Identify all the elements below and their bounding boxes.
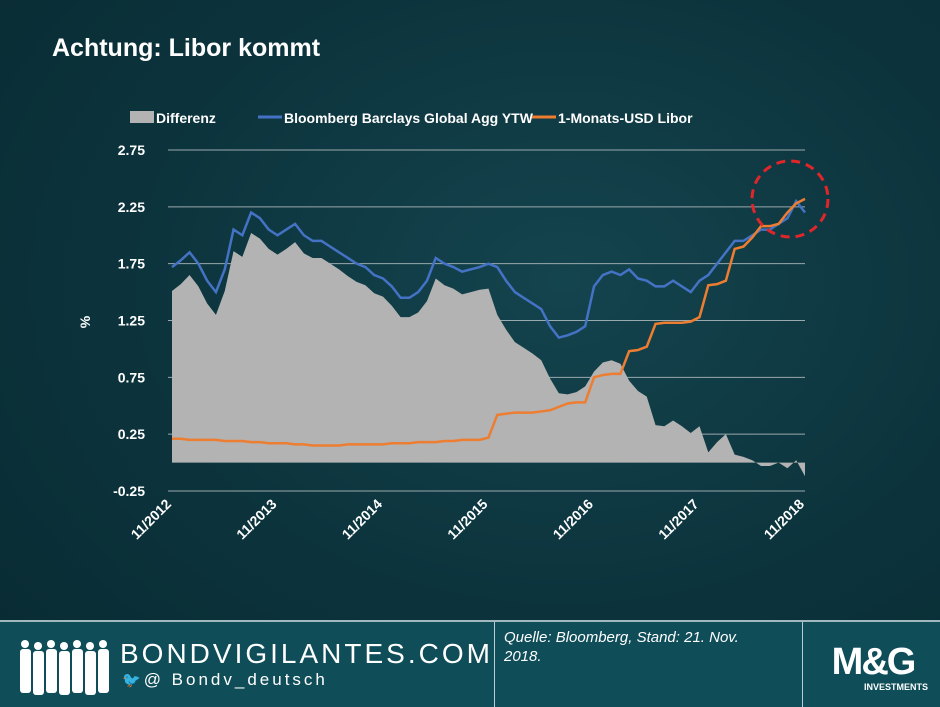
y-tick-label: 0.75 <box>118 369 145 385</box>
y-tick-label: 1.25 <box>118 313 145 329</box>
person-body <box>98 649 109 693</box>
x-tick-label: 11/2017 <box>655 496 702 543</box>
person-head <box>86 642 94 650</box>
x-tick-label: 11/2016 <box>550 496 597 543</box>
person-head <box>47 640 55 648</box>
x-tick-label: 11/2012 <box>128 496 175 543</box>
mg-logo: M&G INVESTMENTS <box>831 641 928 692</box>
legend-label: Bloomberg Barclays Global Agg YTW <box>284 110 534 126</box>
x-tick-label: 11/2013 <box>233 496 280 543</box>
person-head <box>60 642 68 650</box>
legend-swatch <box>130 111 154 123</box>
x-tick-label: 11/2015 <box>444 496 491 543</box>
ytw-line <box>171 198 806 339</box>
y-tick-label: 0.25 <box>118 426 145 442</box>
x-tick-label: 11/2018 <box>761 496 808 543</box>
people-silhouette-icon <box>20 640 109 695</box>
twitter-handle[interactable]: 🐦@ Bondv_deutsch <box>122 670 328 689</box>
person-head <box>34 642 42 650</box>
person-head <box>73 640 81 648</box>
y-axis-label: % <box>77 315 93 328</box>
person-head <box>21 640 29 648</box>
y-tick-label: 2.75 <box>118 142 145 158</box>
annotation-circle <box>750 159 830 239</box>
y-tick-label: -0.25 <box>113 483 145 499</box>
person-body <box>20 649 31 693</box>
divider <box>494 622 495 707</box>
y-tick-label: 1.75 <box>118 256 145 272</box>
footer: BONDVIGILANTES.COM 🐦@ Bondv_deutsch Quel… <box>0 620 940 707</box>
person-body <box>59 651 70 695</box>
person-body <box>85 651 96 695</box>
site-name[interactable]: BONDVIGILANTES.COM <box>120 638 493 669</box>
divider <box>802 622 803 707</box>
source-note: Quelle: Bloomberg, Stand: 21. Nov. 2018. <box>504 629 739 665</box>
x-tick-label: 11/2014 <box>339 496 386 543</box>
libor-line <box>172 197 806 447</box>
person-body <box>46 649 57 693</box>
person-body <box>33 651 44 695</box>
person-body <box>72 649 83 693</box>
chart: 2.75 2.25 1.75 1.25 0.75 0.25 -0.25% 11/2012 11/… <box>77 110 830 543</box>
slide-title: Achtung: Libor kommt <box>52 34 321 62</box>
legend-label: 1-Monats-USD Libor <box>558 110 693 126</box>
twitter-icon: 🐦 <box>122 672 144 689</box>
differenz-area <box>172 232 805 477</box>
y-tick-label: 2.25 <box>118 199 145 215</box>
person-head <box>99 640 107 648</box>
legend-label: Differenz <box>156 110 216 126</box>
